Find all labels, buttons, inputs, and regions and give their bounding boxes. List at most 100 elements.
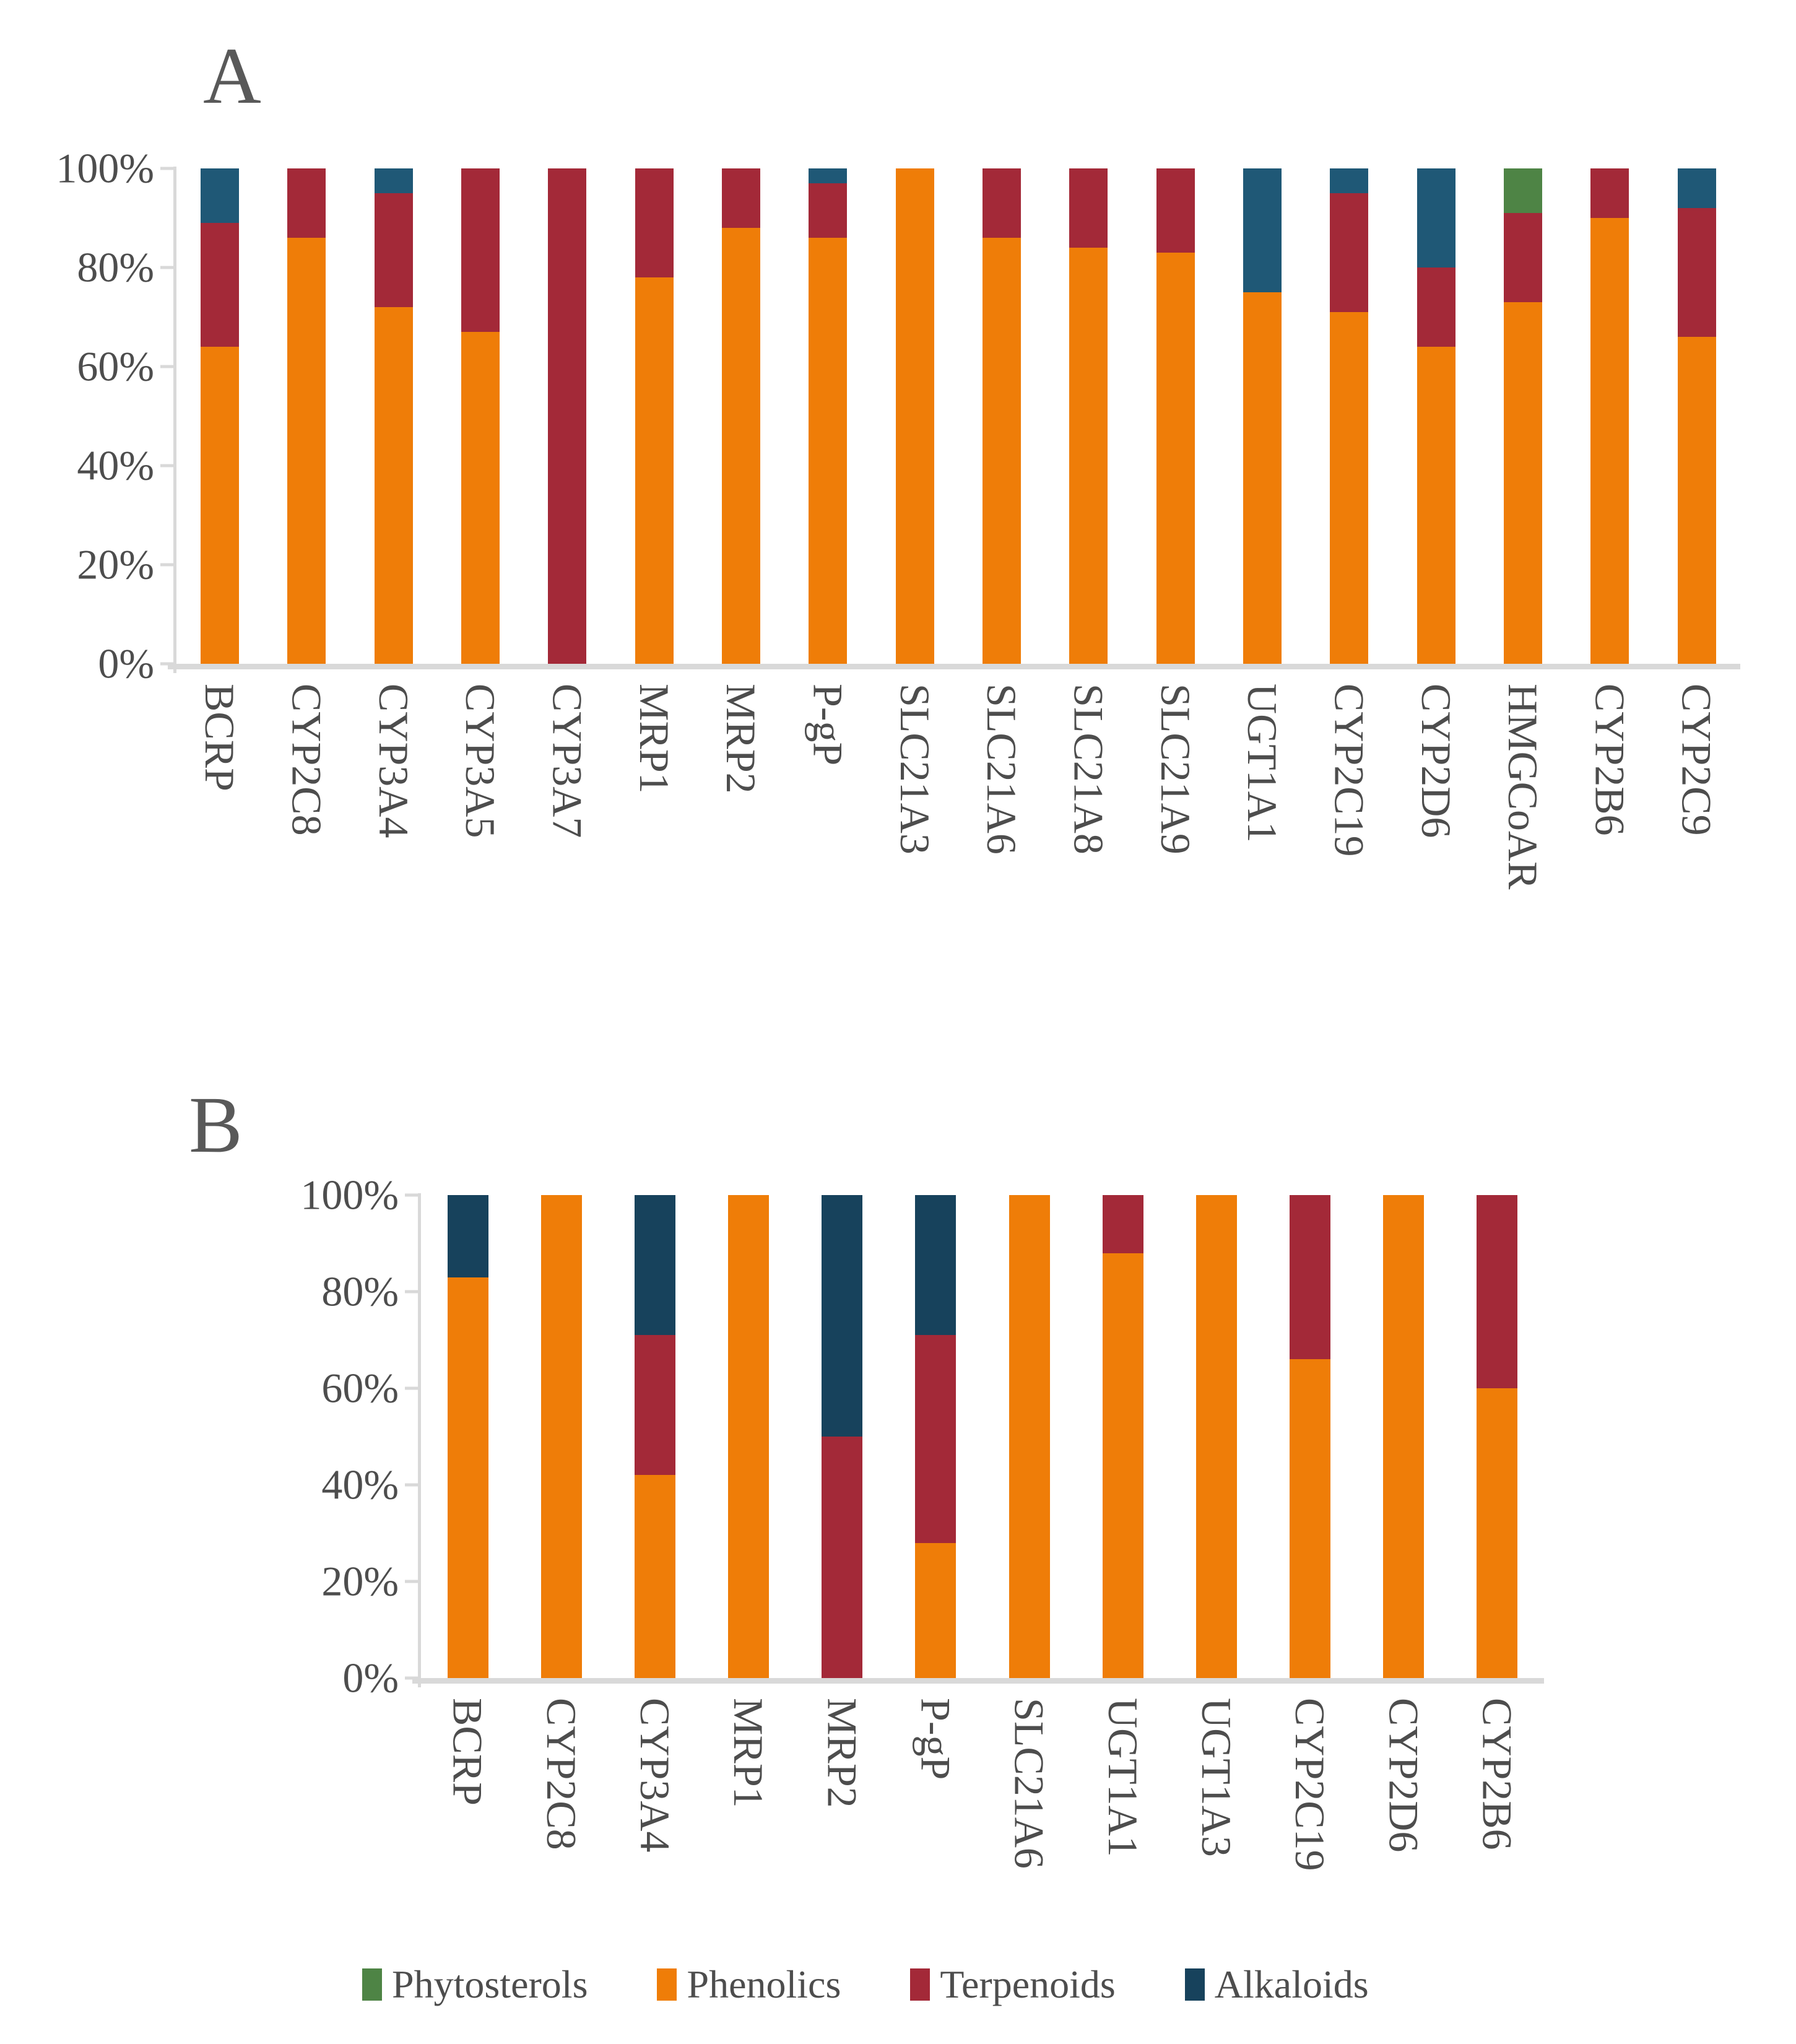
- bar-UGT1A1: [1102, 1195, 1143, 1678]
- segment-phenolics-SLC21A9: [1156, 253, 1195, 664]
- x-axis-category-label: P-gP: [912, 1698, 960, 1780]
- x-axis-category-label: CYP2C19: [1325, 684, 1373, 857]
- bar-HMGCoAR: [1504, 168, 1543, 664]
- segment-phenolics-CYP2C9: [1677, 337, 1716, 664]
- bar-slot: [1654, 168, 1740, 664]
- y-axis-tick-mark: [160, 464, 174, 468]
- bar-CYP2C8: [287, 168, 326, 664]
- bar-slot: [889, 1195, 983, 1678]
- x-axis-category-label: CYP3A5: [457, 684, 505, 838]
- bar-SLC21A6: [983, 168, 1022, 664]
- x-axis-category-slot: MRP1: [611, 684, 698, 890]
- y-axis-tick-label: 100%: [56, 144, 154, 192]
- segment-terpenoids-SLC21A6: [983, 168, 1022, 238]
- segment-phenolics-CYP3A4: [634, 1475, 675, 1678]
- bar-SLC21A6: [1009, 1195, 1050, 1678]
- x-axis-category-slot: HMGCoAR: [1480, 684, 1566, 890]
- segment-alkaloids-P-gP: [809, 168, 848, 183]
- y-axis-tick-label: 80%: [321, 1268, 399, 1315]
- x-axis-category-slot: SLC21A6: [983, 1698, 1076, 1871]
- segment-phenolics-BCRP: [201, 347, 240, 664]
- bar-slot: [437, 168, 524, 664]
- segment-terpenoids-CYP2C8: [287, 168, 326, 238]
- bar-slot: [1393, 168, 1480, 664]
- bar-CYP2C19: [1330, 168, 1369, 664]
- x-axis-category-slot: CYP2C19: [1264, 1698, 1357, 1871]
- segment-phenolics-CYP2D6: [1383, 1195, 1425, 1678]
- x-axis-category-label: SLC21A6: [978, 684, 1026, 855]
- x-axis-category-label: BCRP: [444, 1698, 492, 1806]
- x-axis-category-slot: CYP2D6: [1393, 684, 1480, 890]
- chart-a-plot-area: 100% 80% 60% 40% 20% 0%: [56, 145, 1740, 687]
- y-axis-tick-mark: [405, 1386, 419, 1390]
- legend-item-terpenoids: Terpenoids: [910, 1962, 1116, 2007]
- x-axis-category-label: P-gP: [804, 684, 852, 766]
- segment-terpenoids-P-gP: [809, 183, 848, 238]
- legend-item-alkaloids: Alkaloids: [1184, 1962, 1369, 2007]
- bar-P-gP: [809, 168, 848, 664]
- x-axis-category-label: CYP3A4: [370, 684, 417, 838]
- bar-slot: [1566, 168, 1653, 664]
- segment-phenolics-CYP2C8: [287, 238, 326, 664]
- bar-CYP3A4: [374, 168, 413, 664]
- bar-slot: [698, 168, 784, 664]
- bar-CYP2D6: [1416, 168, 1455, 664]
- bar-MRP2: [722, 168, 761, 664]
- x-axis-category-slot: UGT1A1: [1219, 684, 1306, 890]
- bar-SLC21A8: [1069, 168, 1108, 664]
- bar-slot: [1306, 168, 1392, 664]
- segment-phenolics-MRP1: [635, 277, 674, 664]
- segment-phenolics-SLC21A6: [1009, 1195, 1050, 1678]
- bar-P-gP: [915, 1195, 957, 1678]
- x-axis-category-label: SLC21A6: [1005, 1698, 1053, 1869]
- y-axis-tick-label: 20%: [321, 1557, 399, 1605]
- bar-slot: [1045, 168, 1132, 664]
- x-axis-category-label: MRP1: [725, 1698, 773, 1808]
- bar-slot: [958, 168, 1045, 664]
- legend-swatch-alkaloids: [1184, 1968, 1205, 2001]
- y-axis-tick-label: 80%: [77, 243, 154, 291]
- segment-alkaloids-UGT1A1: [1243, 168, 1282, 292]
- x-axis-category-label: CYP2C9: [1673, 684, 1720, 836]
- x-axis-category-slot: MRP2: [796, 1698, 889, 1871]
- segment-phenolics-CYP2D6: [1416, 347, 1455, 664]
- x-axis-category-slot: CYP3A5: [437, 684, 524, 890]
- bar-slot: [1357, 1195, 1451, 1678]
- x-axis-category-slot: CYP2C9: [1654, 684, 1740, 890]
- segment-phenolics-CYP2B6: [1477, 1388, 1518, 1678]
- x-axis-category-slot: SLC21A3: [872, 684, 958, 890]
- x-axis-category-slot: MRP2: [698, 684, 784, 890]
- x-axis-category-label: MRP2: [818, 1698, 866, 1808]
- bar-CYP2D6: [1383, 1195, 1425, 1678]
- x-axis-category-slot: SLC21A8: [1045, 684, 1132, 890]
- bar-BCRP: [447, 1195, 488, 1678]
- segment-terpenoids-CYP3A4: [634, 1335, 675, 1476]
- bar-CYP3A5: [461, 168, 500, 664]
- segment-terpenoids-UGT1A1: [1102, 1195, 1143, 1253]
- bar-CYP2C19: [1290, 1195, 1331, 1678]
- segment-phenolics-CYP3A4: [374, 307, 413, 664]
- y-axis-tick-label: 0%: [98, 640, 154, 687]
- segment-terpenoids-HMGCoAR: [1504, 213, 1543, 302]
- x-axis-category-slot: UGT1A1: [1076, 1698, 1169, 1871]
- legend: Phytosterols Phenolics Terpenoids Alkaloids: [362, 1962, 1369, 2007]
- bar-slot: [1219, 168, 1306, 664]
- x-axis-category-label: BCRP: [196, 684, 244, 791]
- legend-label: Terpenoids: [940, 1962, 1116, 2006]
- x-axis-category-slot: CYP2C8: [514, 1698, 608, 1871]
- segment-phenolics-CYP2C19: [1290, 1359, 1331, 1678]
- segment-phenolics-CYP3A5: [461, 332, 500, 664]
- segment-phenolics-UGT1A3: [1195, 1195, 1237, 1678]
- segment-terpenoids-CYP2C19: [1290, 1195, 1331, 1360]
- segment-terpenoids-BCRP: [201, 223, 240, 347]
- y-axis-line: [418, 1193, 421, 1687]
- y-axis-tick-mark: [160, 365, 174, 368]
- y-axis-tick-mark: [160, 266, 174, 269]
- bar-slot: [514, 1195, 608, 1678]
- bar-CYP3A7: [548, 168, 587, 664]
- y-axis-tick-mark: [405, 1290, 419, 1294]
- y-axis-tick-label: 100%: [300, 1171, 399, 1219]
- x-axis-category-slot: CYP3A4: [350, 684, 437, 890]
- bar-UGT1A3: [1195, 1195, 1237, 1678]
- bar-slot: [872, 168, 958, 664]
